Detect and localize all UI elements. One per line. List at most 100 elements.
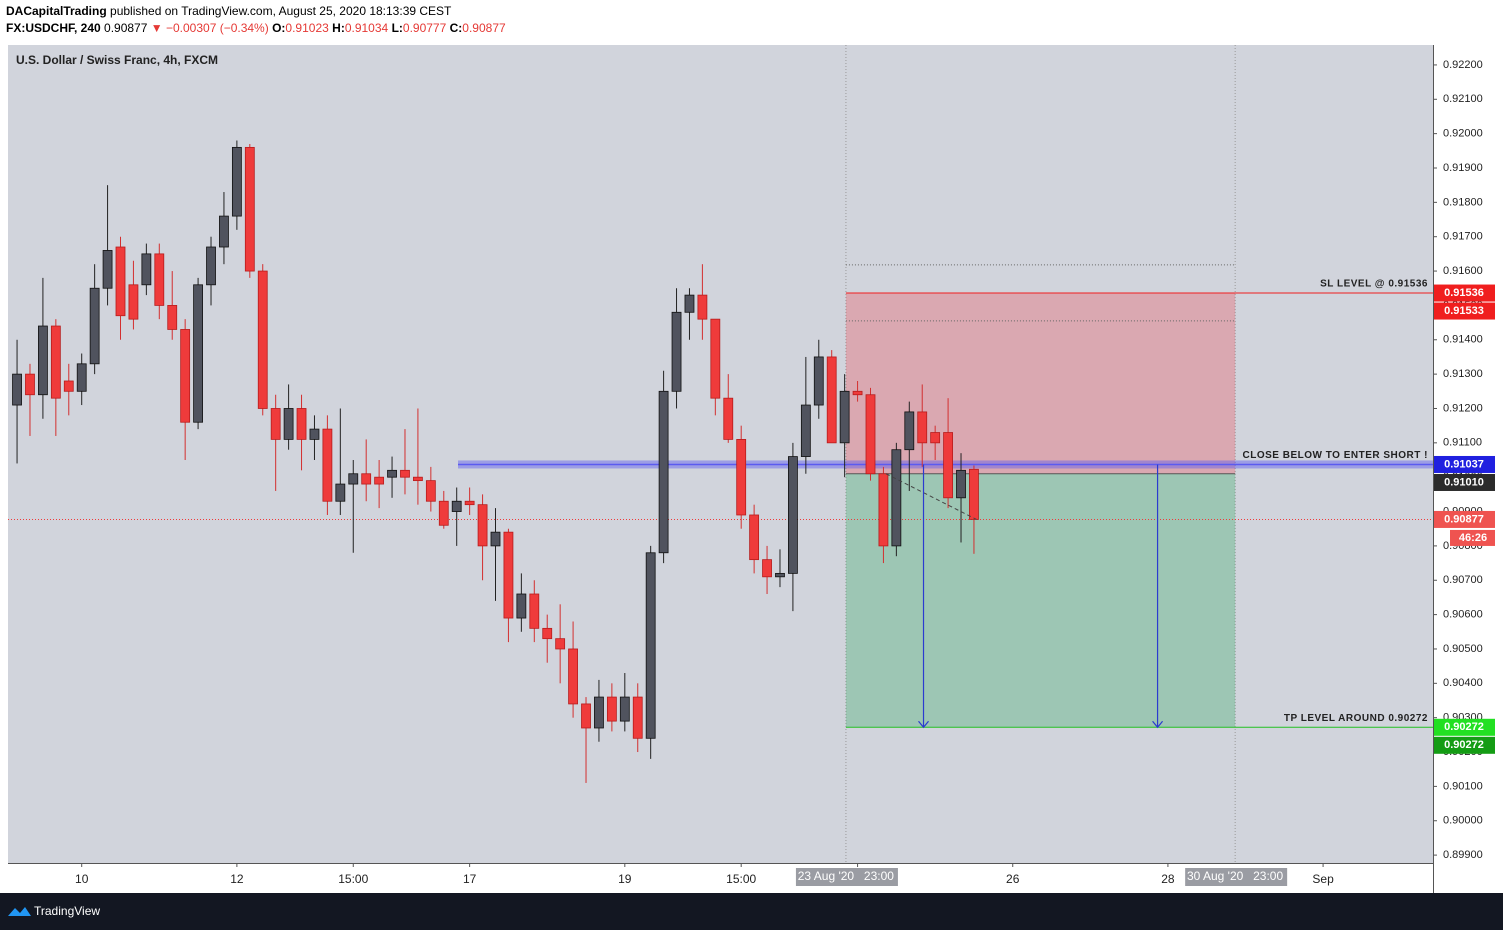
candle-body [839,390,850,444]
x-tick-label: 15:00 [338,872,368,886]
price-label: 0.90877 [1444,513,1484,525]
price-label-bg [1434,455,1495,473]
price-label: 0.90272 [1444,739,1484,751]
logo [8,907,31,916]
candle-body [309,428,320,440]
price-label-bg [1434,473,1495,491]
stop-zone [845,293,1236,474]
candle-body [451,500,462,512]
candle-body [12,373,22,406]
candle-body [865,394,876,475]
published: published on TradingView.com, August 25,… [110,4,452,18]
x-tick-label: 26 [1006,872,1020,886]
y-tick-label: 0.91800 [1443,196,1483,208]
candle-body [788,456,798,574]
range-time: 23:00 [1253,869,1283,883]
candle-body [25,373,35,396]
y-tick-label: 0.92000 [1443,128,1483,140]
candle-body [167,305,178,330]
price-label: 0.90272 [1444,721,1484,733]
candle-body [348,473,359,485]
last: 0.90877 [104,21,148,35]
x-tick-label: 12 [230,872,244,886]
candle-body [568,648,578,705]
candle-body [102,250,113,289]
candle-body [581,703,591,729]
y-tick-label: 0.90700 [1443,574,1483,586]
candle-body [529,593,540,629]
candle-body [115,246,126,317]
candle-body [749,514,760,561]
candle-body [413,476,423,482]
y-tick-label: 0.91600 [1443,265,1483,277]
price-label: 0.91010 [1444,476,1484,488]
range-date: 30 Aug '20 [1187,869,1244,883]
candle-body [283,408,294,440]
countdown: 46:26 [1459,532,1487,544]
candle-body [606,696,617,722]
dashed-line [885,473,977,520]
candle-body [930,432,941,444]
candle-body [231,146,242,217]
candle-body [619,696,630,722]
header-line: DACapitalTrading published on TradingVie… [6,4,452,18]
x-tick-label: Sep [1312,872,1334,886]
ohlc-value: 0.91034 [345,21,389,35]
candle-body [891,449,902,547]
candle-body [917,411,928,444]
y-tick-label: 0.91300 [1443,368,1483,380]
symbol-line: FX:USDCHF, 240 0.90877 ▼ −0.00307 (−0.34… [6,21,506,35]
ohlc-label: O: [272,21,285,35]
ohlc-label: H: [332,21,345,35]
candle-body [943,432,953,499]
candle-body [154,253,165,306]
y-tick-label: 0.90000 [1443,815,1483,827]
y-tick-label: 0.91100 [1443,437,1482,449]
candle-body [736,438,747,516]
x-tick-label: 15:00 [726,872,756,886]
candle-body [710,318,721,399]
candle-body [632,696,643,739]
candle-body [244,146,255,272]
candle-body [335,483,346,502]
x-tick-label: 28 [1161,872,1175,886]
candle-body [400,469,410,478]
chart-title: U.S. Dollar / Swiss Franc, 4h, FXCM [16,53,218,67]
candle-body [206,246,216,286]
candle-body [826,356,837,444]
candle-body [374,476,385,485]
footer-bg [0,893,1503,930]
candle-body [219,215,229,248]
candle-body [904,411,915,451]
countdown-bg [1450,529,1495,546]
x-tick-label: 17 [463,872,477,886]
candle-body [503,531,514,619]
y-tick-label: 0.90400 [1443,677,1483,689]
candle-body [645,552,656,739]
y-tick-label: 0.90600 [1443,609,1483,621]
candle-body [723,397,734,440]
range-time: 23:00 [864,869,894,883]
candle-body [76,363,87,392]
candle-body [697,294,708,320]
candle-body [180,329,191,423]
ohlc-value: 0.90877 [462,21,506,35]
candle-body [477,504,488,547]
candle-body [425,480,436,502]
y-tick-label: 0.92100 [1443,93,1483,105]
price-label: 0.91536 [1444,287,1484,299]
target-zone [845,473,1236,728]
x-tick-label: 10 [75,872,89,886]
candle-body [193,284,203,423]
price-label-bg [1434,284,1495,302]
annotation: TP LEVEL AROUND 0.90272 [1284,713,1428,724]
y-tick-label: 0.89900 [1443,849,1483,861]
ohlc-value: 0.91023 [285,21,329,35]
y-tick-label: 0.91900 [1443,162,1483,174]
price-label-bg [1434,302,1495,320]
price-label-bg [1434,736,1495,754]
y-tick-label: 0.91200 [1443,402,1483,414]
range-label-bg [795,868,898,886]
candle-body [38,325,48,396]
price-label: 0.91037 [1444,458,1484,470]
